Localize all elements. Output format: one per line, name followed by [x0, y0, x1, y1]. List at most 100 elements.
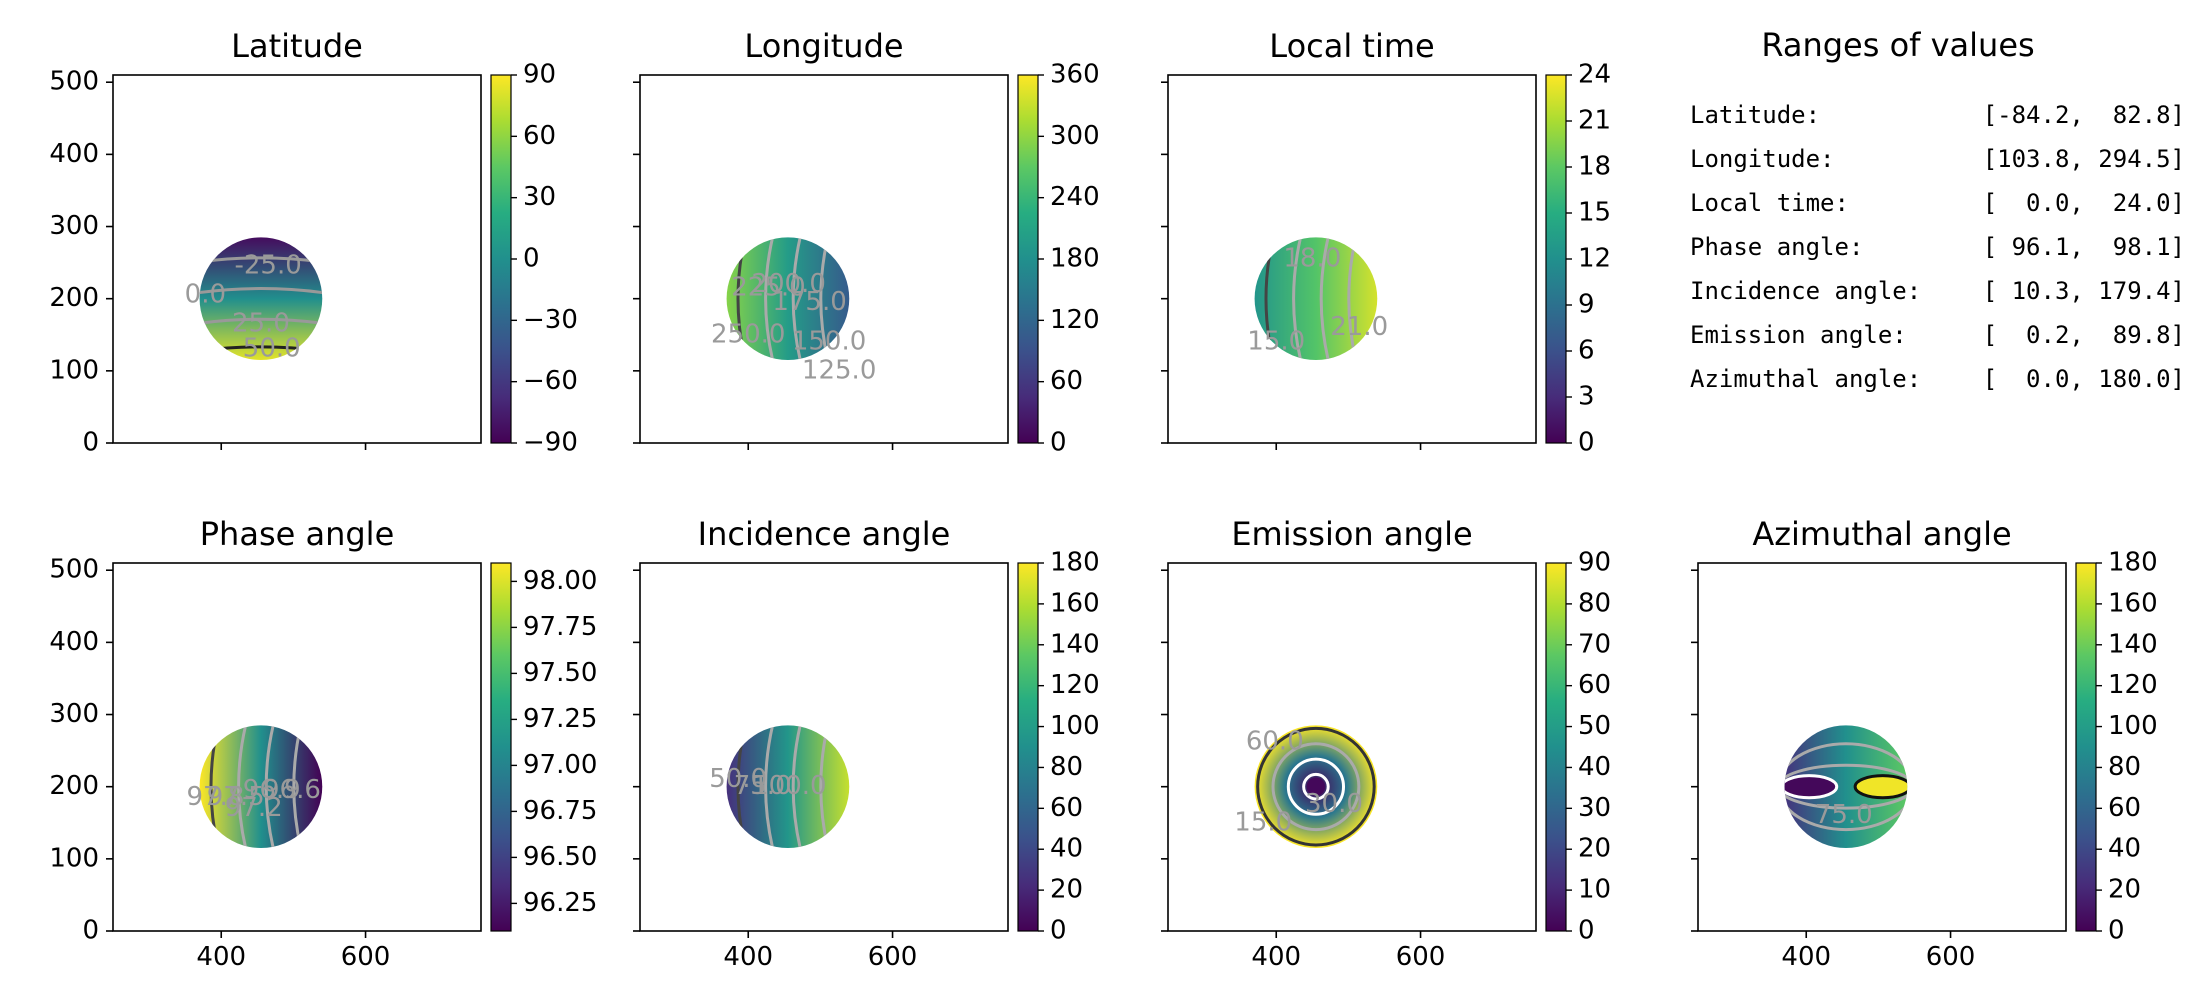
- colorbar-tick-label: 160: [1050, 588, 1100, 618]
- colorbar-tick-label: 360: [1050, 60, 1100, 90]
- y-tick-label: 0: [82, 916, 99, 946]
- range-value: [103.8, 294.5]: [1983, 145, 2185, 173]
- colorbar-tick-label: 9: [1578, 290, 1595, 320]
- range-value: [ 0.2, 89.8]: [1983, 321, 2185, 349]
- colorbar-tick-label: 0: [523, 244, 540, 274]
- colorbar: [1017, 74, 1039, 444]
- range-value: [ 10.3, 179.4]: [1983, 277, 2185, 305]
- contour-label: 30.0: [1305, 789, 1363, 819]
- colorbar: [490, 74, 512, 444]
- contour-lines: [1256, 726, 1376, 847]
- x-tick-label: 600: [1926, 942, 1976, 972]
- colorbar-tick-label: 60: [1050, 366, 1083, 396]
- panel-phase-angle: Phase angle 97.897.597.296.996.6 0 100 200 30…: [49, 515, 597, 972]
- colorbar-tick-label: 180: [1050, 548, 1100, 578]
- range-label: Azimuthal angle:: [1690, 365, 1921, 393]
- colorbar: [2075, 562, 2097, 932]
- range-label: Phase angle:: [1690, 233, 1863, 261]
- contour-label: 97.2: [225, 793, 283, 823]
- range-label: Local time:: [1690, 189, 1849, 217]
- x-tick-label: 400: [1781, 942, 1831, 972]
- range-value: [-84.2, 82.8]: [1983, 101, 2185, 129]
- chart-title: Local time: [1269, 27, 1434, 65]
- panel-latitude: Latitude-25.00.025.050.00100200300400500…: [49, 27, 578, 458]
- contour-label: 125.0: [802, 355, 876, 385]
- x-tick-label: 400: [723, 942, 773, 972]
- y-tick-label: 100: [49, 843, 99, 873]
- y-tick-label: 500: [49, 555, 99, 585]
- colorbar-tick-label: 100: [1050, 711, 1100, 741]
- contour-label: 50.0: [243, 334, 301, 364]
- colorbar-tick-label: 120: [1050, 670, 1100, 700]
- colorbar-tick-label: 60: [1050, 793, 1083, 823]
- y-tick-label: 400: [49, 139, 99, 169]
- contour-label: 18.0: [1283, 244, 1341, 274]
- colorbar-tick-label: 12: [1578, 244, 1611, 274]
- y-tick-label: 300: [49, 699, 99, 729]
- y-tick-label: 400: [49, 627, 99, 657]
- x-tick-label: 400: [1251, 942, 1301, 972]
- colorbar-tick-label: 30: [1578, 793, 1611, 823]
- colorbar-tick-label: 15: [1578, 198, 1611, 228]
- colorbar-tick-label: 90: [523, 60, 556, 90]
- colorbar-tick-label: 140: [2108, 629, 2158, 659]
- x-tick-label: 400: [196, 942, 246, 972]
- x-tick-label: 600: [341, 942, 391, 972]
- colorbar-tick-label: 24: [1578, 60, 1611, 90]
- colorbar-tick-label: −30: [523, 305, 578, 335]
- colorbar-tick-label: 18: [1578, 152, 1611, 182]
- colorbar-tick-label: −60: [523, 366, 578, 396]
- colorbar-tick-label: 80: [2108, 752, 2141, 782]
- x-tick-label: 600: [868, 942, 918, 972]
- contour-label: 225.0: [731, 272, 805, 302]
- contour-label: 15.0: [1234, 807, 1292, 837]
- colorbar-tick-label: 120: [1050, 305, 1100, 335]
- colorbar-tick-label: 0: [1050, 428, 1067, 458]
- chart-title: Phase angle: [200, 515, 395, 553]
- colorbar-tick-label: 97.50: [523, 658, 597, 688]
- contour-label: 250.0: [711, 319, 785, 349]
- contour-label: 50.0: [709, 764, 767, 794]
- colorbar-tick-label: 0: [1578, 916, 1595, 946]
- colorbar-tick-label: 300: [1050, 121, 1100, 151]
- colorbar-tick-label: 30: [523, 182, 556, 212]
- colorbar-tick-label: 100: [2108, 711, 2158, 741]
- range-label: Emission angle:: [1690, 321, 1907, 349]
- contour-label: 200.0: [751, 269, 825, 299]
- y-tick-label: 200: [49, 771, 99, 801]
- colorbar-tick-label: 60: [523, 121, 556, 151]
- range-value: [ 96.1, 98.1]: [1983, 233, 2185, 261]
- colorbar-tick-label: 60: [2108, 793, 2141, 823]
- colorbar-tick-label: 97.75: [523, 612, 597, 642]
- contour-lines: [1784, 742, 1908, 832]
- colorbar-tick-label: 80: [1578, 588, 1611, 618]
- chart-title: Latitude: [231, 27, 363, 65]
- panel-local-time: Local time 18.0 15.0 21.0 24 21 18 15 12 9 6 3 0: [1161, 27, 1611, 458]
- colorbar-tick-label: 96.25: [523, 888, 597, 918]
- chart-title: Incidence angle: [698, 515, 951, 553]
- contour-label: 100.0: [752, 771, 826, 801]
- colorbar-tick-label: 97.00: [523, 750, 597, 780]
- colorbar: [1545, 74, 1567, 444]
- contour-label: 97.5: [207, 782, 265, 812]
- contour-label: 60.0: [1246, 726, 1304, 756]
- contour-label: 96.9: [243, 775, 301, 805]
- chart-title: Emission angle: [1231, 515, 1472, 553]
- colorbar-tick-label: 96.50: [523, 842, 597, 872]
- planet-disc: [1254, 237, 1378, 361]
- range-value: [ 0.0, 180.0]: [1983, 365, 2185, 393]
- contour-label: 97.8: [187, 782, 245, 812]
- colorbar-tick-label: 6: [1578, 336, 1595, 366]
- range-label: Latitude:: [1690, 101, 1820, 129]
- colorbar-tick-label: 0: [2108, 916, 2125, 946]
- colorbar-tick-label: 180: [2108, 548, 2158, 578]
- colorbar-tick-label: 0: [1578, 428, 1595, 458]
- colorbar-tick-label: 180: [1050, 244, 1100, 274]
- contour-label: 75.0: [1815, 800, 1873, 830]
- ranges-of-values-panel: Ranges of values Latitude: [-84.2, 82.8] L…: [1690, 26, 2185, 393]
- colorbar-tick-label: 160: [2108, 588, 2158, 618]
- range-label: Longitude:: [1690, 145, 1835, 173]
